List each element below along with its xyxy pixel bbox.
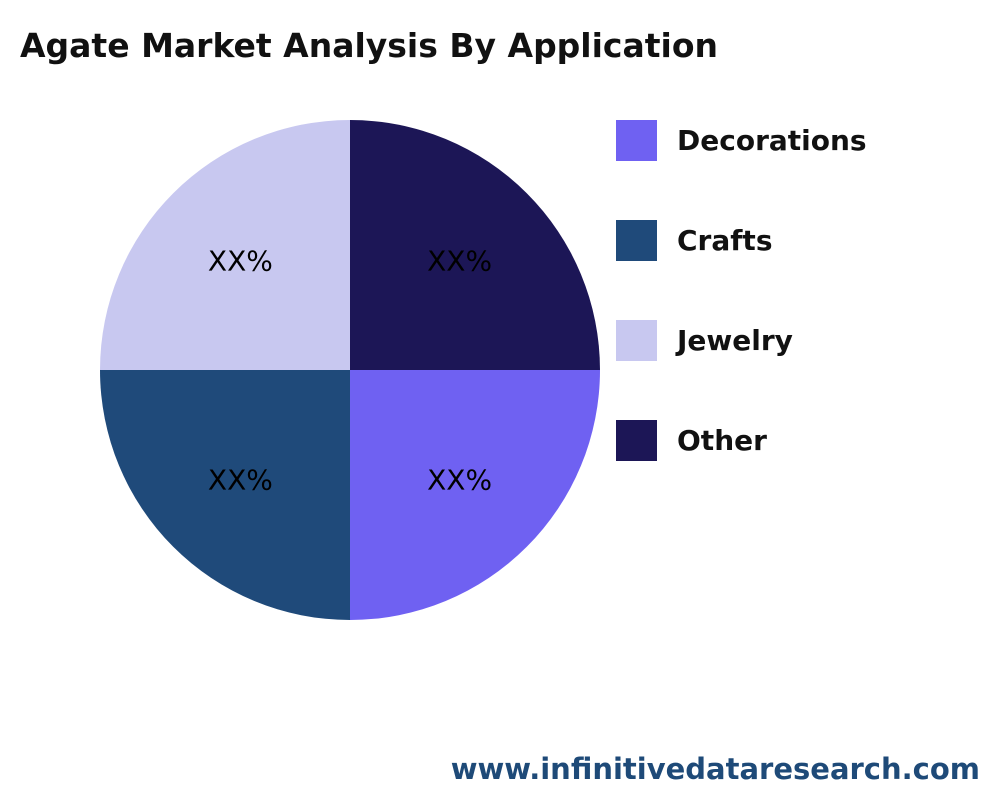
pie-slice-crafts: [100, 370, 350, 620]
legend-item-other: Other: [616, 419, 867, 461]
pie-slice-decorations: [350, 370, 600, 620]
legend-label: Other: [677, 423, 767, 457]
legend-swatch: [616, 319, 657, 361]
slice-label: XX%: [427, 244, 492, 277]
legend-label: Decorations: [677, 123, 867, 157]
slice-label: XX%: [208, 464, 273, 497]
footer-url[interactable]: www.infinitivedataresearch.com: [450, 752, 980, 786]
legend-swatch: [616, 219, 657, 261]
slice-label: XX%: [208, 244, 273, 277]
slice-label: XX%: [427, 464, 492, 497]
legend: Decorations Crafts Jewelry Other: [616, 119, 867, 520]
legend-swatch: [616, 119, 657, 161]
pie-slice-jewelry: [100, 120, 350, 370]
legend-item-jewelry: Jewelry: [616, 319, 867, 361]
legend-swatch: [616, 419, 657, 461]
legend-item-crafts: Crafts: [616, 219, 867, 261]
legend-label: Crafts: [677, 223, 773, 257]
chart-title: Agate Market Analysis By Application: [20, 26, 719, 65]
legend-item-decorations: Decorations: [616, 119, 867, 161]
pie-slice-other: [350, 120, 600, 370]
legend-label: Jewelry: [677, 323, 793, 357]
